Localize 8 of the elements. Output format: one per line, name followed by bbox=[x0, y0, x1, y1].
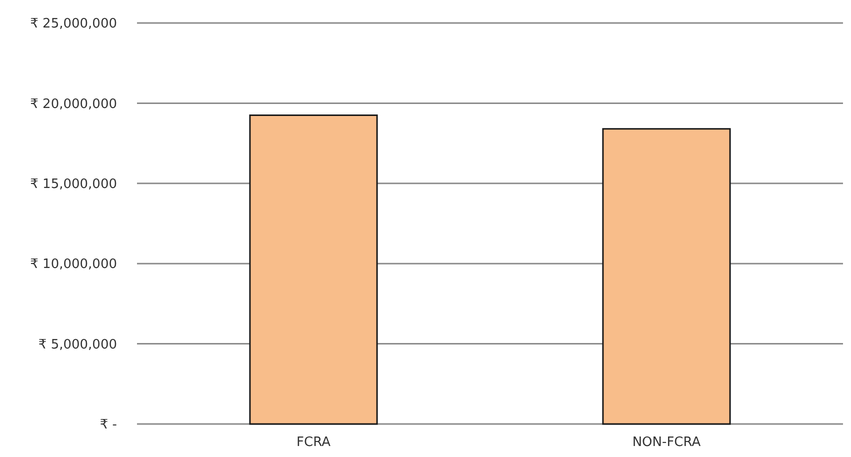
y-tick-label: ₹ - bbox=[100, 418, 118, 433]
x-tick-label: FCRA bbox=[296, 435, 331, 450]
y-tick-label: ₹ 10,000,000 bbox=[30, 257, 117, 272]
x-tick-label: NON-FCRA bbox=[632, 435, 701, 450]
y-tick-label: ₹ 25,000,000 bbox=[30, 16, 117, 32]
y-tick-label: ₹ 20,000,000 bbox=[30, 96, 117, 112]
y-tick-label: ₹ 5,000,000 bbox=[38, 337, 117, 352]
y-tick-label: ₹ 15,000,000 bbox=[30, 176, 117, 192]
